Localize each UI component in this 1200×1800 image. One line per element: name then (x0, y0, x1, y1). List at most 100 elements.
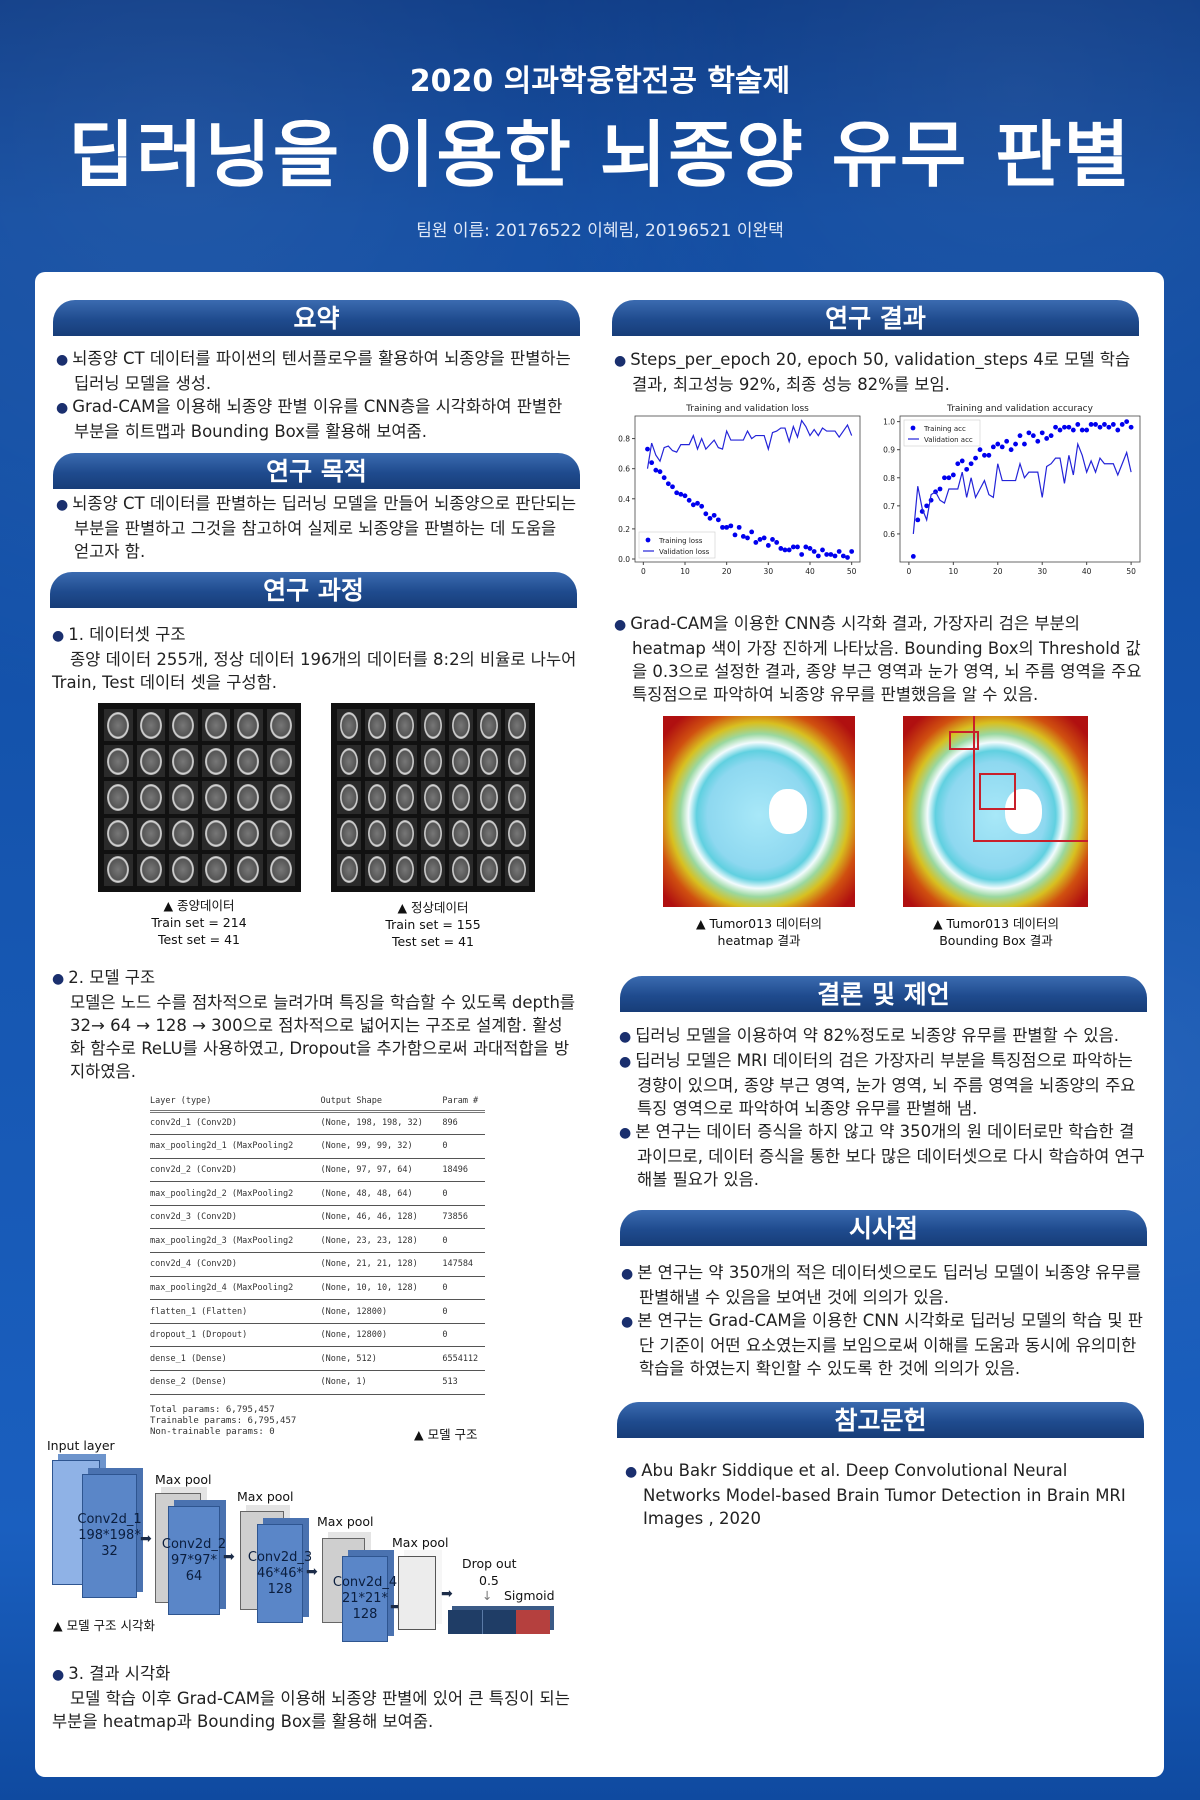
dataset-section: 1. 데이터셋 구조 종양 데이터 255개, 정상 데이터 196개의 데이터… (52, 623, 577, 694)
training-point (990, 444, 996, 450)
table-cell: (None, 12800) (320, 1323, 443, 1348)
table-cell: max_pooling2d_1 (MaxPooling2 (150, 1134, 321, 1159)
reference-item: Abu Bakr Siddique et al. Deep Convolutio… (625, 1459, 1145, 1530)
table-row: max_pooling2d_1 (MaxPooling2 (None, 99, 9… (150, 1134, 485, 1159)
caption-line: Train set = 214 (151, 915, 247, 930)
purpose-bullet: 뇌종양 CT 데이터를 판별하는 딥러닝 모델을 만들어 뇌종양으로 판단되는 … (56, 492, 576, 563)
ct-slice-thumbnail (337, 817, 361, 850)
training-point (1030, 433, 1036, 439)
caption-line: Test set = 41 (391, 934, 475, 949)
training-point (1053, 424, 1058, 430)
training-point (711, 512, 717, 518)
ct-slice-thumbnail (365, 709, 389, 742)
conclusion-bullet: 본 연구는 데이터 증식을 하지 않고 약 350개의 원 데이터로만 학습한 … (619, 1120, 1149, 1191)
dropout-rate: 0.5 (479, 1573, 499, 1588)
dense-cell (482, 1610, 517, 1634)
ct-slice-thumbnail (169, 709, 198, 742)
table-cell: 0 (442, 1181, 485, 1206)
training-point (674, 490, 680, 496)
block-label: 32 (101, 1544, 118, 1559)
nontrainable-params: Non-trainable params: 0 (150, 1427, 275, 1437)
caption-line: ▲ 종양데이터 (163, 898, 235, 913)
tumor-caption: ▲ 종양데이터 Train set = 214 Test set = 41 (119, 897, 279, 948)
implications-bullet: 본 연구는 약 350개의 적은 데이터셋으로도 딥러닝 모델이 뇌종양 유무를… (621, 1261, 1151, 1309)
caption-line: Train set = 155 (385, 917, 481, 932)
event-title: 2020 의과학융합전공 학술제 (409, 64, 791, 99)
ct-slice-thumbnail (266, 853, 295, 886)
training-point (799, 552, 805, 557)
trainable-params: Trainable params: 6,795,457 (150, 1416, 297, 1426)
ct-slice-thumbnail (477, 781, 501, 814)
y-tick-label: 0.7 (883, 502, 895, 511)
ct-slice-thumbnail (477, 709, 501, 742)
ct-slice-thumbnail (449, 817, 473, 850)
ct-slice-thumbnail (104, 781, 133, 814)
training-point (653, 467, 659, 473)
table-row: flatten_1 (Flatten) (None, 12800) 0 (150, 1299, 485, 1324)
training-point (670, 484, 675, 490)
training-point (778, 546, 784, 551)
table-cell: (None, 46, 46, 128) (320, 1205, 443, 1230)
legend-label: Validation acc (924, 436, 973, 444)
normal-caption: ▲ 정상데이터 Train set = 155 Test set = 41 (353, 899, 513, 950)
training-point (820, 547, 825, 553)
ct-slice-thumbnail (104, 817, 133, 850)
training-point (807, 546, 813, 551)
table-cell: dropout_1 (Dropout) (150, 1323, 321, 1348)
training-point (657, 469, 663, 475)
chart-title: Training and validation accuracy (946, 404, 1094, 414)
training-point (959, 458, 965, 464)
maxpool-label: Max pool (392, 1535, 449, 1550)
ct-slice-thumbnail (136, 709, 165, 742)
table-cell: (None, 21, 21, 128) (320, 1252, 443, 1277)
dataset-title: 1. 데이터셋 구조 (52, 623, 577, 648)
training-point (649, 460, 655, 466)
training-point (973, 455, 978, 461)
table-row: conv2d_2 (Conv2D) (None, 97, 97, 64) 18496 (150, 1158, 485, 1183)
x-tick-label: 0 (641, 567, 646, 576)
ct-slice-thumbnail (234, 781, 263, 814)
training-point (1048, 433, 1054, 439)
block-label: 64 (185, 1568, 203, 1584)
ct-slice-thumbnail (234, 853, 263, 886)
legend-box (903, 419, 981, 447)
y-tick-label: 0.8 (618, 435, 630, 444)
training-point (1022, 441, 1027, 447)
block-label: Conv2d_3 (247, 1549, 313, 1565)
training-point (1039, 430, 1045, 436)
table-cell: conv2d_4 (Conv2D) (150, 1252, 321, 1277)
block-label: 46*46* (256, 1565, 304, 1581)
ct-slice-thumbnail (449, 745, 473, 778)
table-cell: (None, 97, 97, 64) (320, 1158, 443, 1183)
legend-marker-dots (645, 537, 651, 543)
conv2d-3-block: Conv2d_3 46*46* 128 (248, 1524, 312, 1623)
training-point (1110, 422, 1116, 427)
training-point (849, 549, 855, 554)
table-cell: 0 (442, 1134, 485, 1159)
x-tick-label: 50 (847, 567, 857, 576)
ct-slice-thumbnail (234, 745, 263, 778)
table-cell: max_pooling2d_4 (MaxPooling2 (150, 1276, 321, 1301)
bbox-caption: ▲ Tumor013 데이터의 Bounding Box 결과 (916, 915, 1076, 949)
section-header-summary: 요약 (53, 300, 580, 336)
arrow-icon: ➡ (140, 1531, 152, 1547)
ct-slice-thumbnail (449, 853, 473, 886)
training-point (699, 503, 705, 509)
y-tick-label: 0.8 (883, 474, 895, 483)
training-point (665, 481, 671, 487)
training-point (695, 500, 700, 506)
training-point (661, 475, 667, 481)
training-point (715, 517, 721, 523)
summary-text: 뇌종양 CT 데이터를 파이썬의 텐서플로우를 활용하여 뇌종양을 판별하는 딥… (56, 347, 576, 443)
table-cell: 0 (442, 1228, 485, 1254)
training-point (736, 524, 742, 530)
training-point (1093, 422, 1098, 427)
bounding-box-image (903, 716, 1088, 907)
table-cell: (None, 23, 23, 128) (320, 1228, 443, 1254)
training-point (724, 524, 730, 530)
ct-slice-thumbnail (477, 745, 501, 778)
sigmoid-cell (516, 1610, 551, 1634)
ct-slice-thumbnail (421, 817, 445, 850)
conv2d-2-block: Conv2d_2 97*97* 64 (162, 1506, 226, 1615)
training-point (950, 472, 956, 478)
